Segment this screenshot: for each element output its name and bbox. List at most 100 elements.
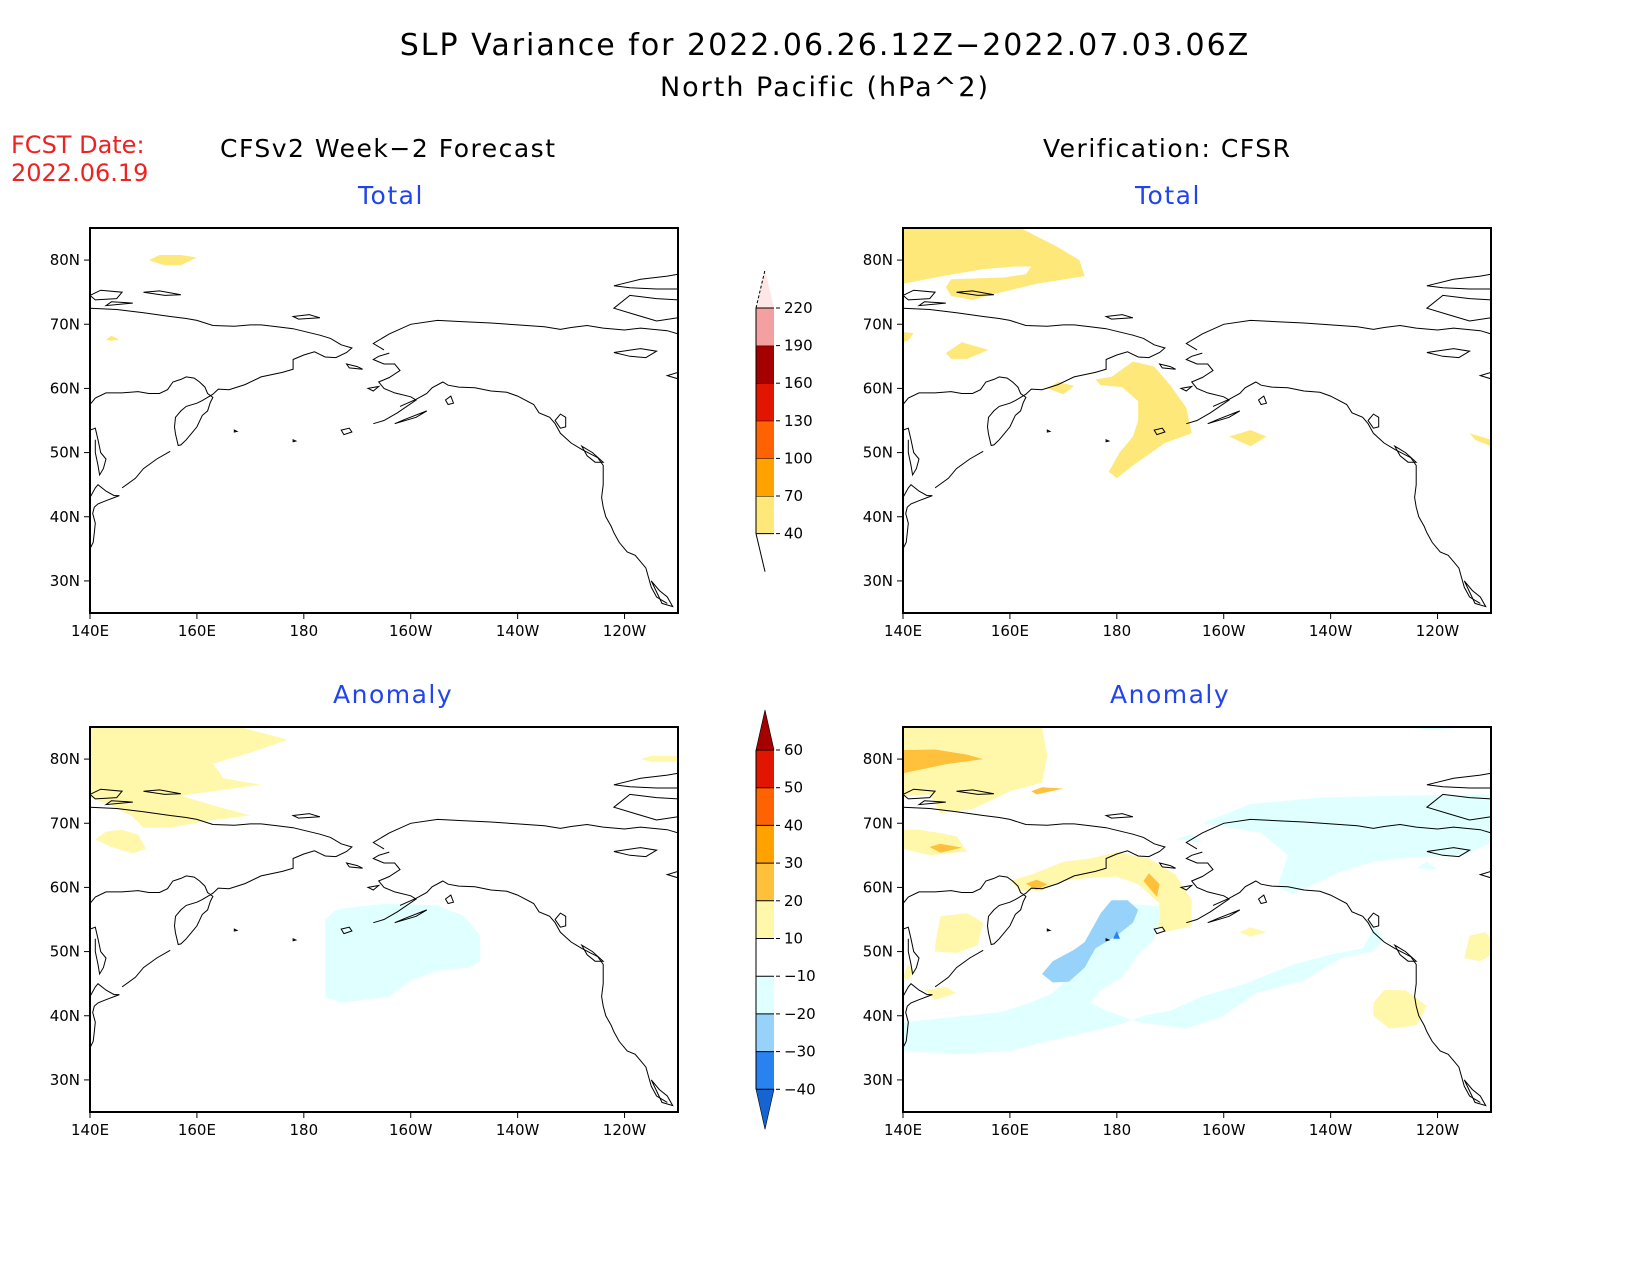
lon-tick-label: 140E <box>884 622 922 640</box>
variance-40-70 <box>1469 433 1491 447</box>
lon-tick-label: 140E <box>71 1121 109 1139</box>
island-outline <box>1426 772 1491 789</box>
island-outline <box>233 928 239 932</box>
lon-tick-label: 140W <box>496 622 540 640</box>
colorbar-box <box>756 420 774 459</box>
anomaly-20-30 <box>1031 787 1064 795</box>
colorbar-label: 160 <box>784 374 813 392</box>
lat-tick-label: 30N <box>863 1071 893 1089</box>
panel-subtitle: Total <box>358 181 424 210</box>
island-outline <box>1463 1079 1487 1107</box>
island-outline <box>1393 943 1418 962</box>
lat-tick-label: 80N <box>863 251 893 269</box>
island-outline <box>143 789 181 795</box>
colorbar-underflow-triangle <box>755 1088 775 1130</box>
anomaly-10-20 <box>903 727 1048 813</box>
anomaly-10-20 <box>640 755 678 762</box>
island-outline <box>613 348 659 359</box>
island-outline <box>444 894 455 905</box>
island-outline <box>956 290 994 296</box>
lon-tick-label: 140W <box>1309 1121 1353 1139</box>
colorbar-box <box>756 938 774 977</box>
anomaly-neg10-neg20 <box>1175 834 1203 843</box>
lat-tick-label: 30N <box>50 1071 80 1089</box>
colorbar-box <box>756 383 774 421</box>
island-outline <box>917 800 946 806</box>
coastline <box>90 926 107 976</box>
colorbar-label: 40 <box>784 525 803 543</box>
anomaly-10-20 <box>903 829 968 856</box>
colorbar-box <box>756 787 774 826</box>
island-outline <box>665 870 678 879</box>
fcst-date-value: 2022.06.19 <box>11 159 149 187</box>
coastline <box>1185 818 1491 850</box>
lat-tick-label: 30N <box>863 572 893 590</box>
map-panel-forecast-total: 140E 160E 180 160W 140W 120W 80N 70N 60N 50N 40N 30… <box>50 227 679 640</box>
colorbar-box <box>756 863 774 901</box>
lon-tick-label: 180 <box>289 1121 318 1139</box>
colorbar-box <box>756 1013 774 1052</box>
island-outline <box>1179 884 1194 891</box>
colorbar-label: 100 <box>784 449 813 467</box>
coastlines <box>903 273 1491 608</box>
island-outline <box>580 943 605 962</box>
coastline <box>90 427 107 477</box>
anomaly-10-20 <box>90 727 288 828</box>
colorbar-label: −30 <box>784 1043 816 1061</box>
island-outline <box>956 789 994 795</box>
coastline <box>90 307 353 447</box>
lon-tick-label: 120W <box>603 1121 647 1139</box>
anomaly-20-30 <box>929 843 962 853</box>
coastline <box>90 806 353 946</box>
coastline <box>1185 851 1231 924</box>
anomaly-10-20 <box>1464 932 1491 962</box>
map-panel-verification-total: 140E 160E 180 160W 140W 120W 80N 70N 60N 50N 40N 30… <box>863 227 1492 640</box>
anomaly-10-20 <box>1239 927 1267 937</box>
coastline <box>372 818 678 850</box>
island-outline <box>1425 793 1491 821</box>
island-outline <box>1393 444 1418 463</box>
island-outline <box>1257 894 1268 905</box>
colorbar-label: 50 <box>784 779 803 797</box>
island-outline <box>1207 909 1241 924</box>
colorbar-label: 60 <box>784 741 803 759</box>
colorbar-edge <box>755 533 766 572</box>
panel-subtitle: Total <box>1135 181 1201 210</box>
lon-tick-label: 180 <box>1102 622 1131 640</box>
coastline <box>903 806 1166 946</box>
lat-tick-label: 60N <box>50 379 80 397</box>
island-outline <box>366 385 381 392</box>
island-outline <box>1153 926 1166 935</box>
colorbar-box <box>756 976 774 1014</box>
island-outline <box>104 800 133 806</box>
lon-tick-label: 140W <box>1309 622 1353 640</box>
coastline <box>121 450 171 489</box>
island-outline <box>650 580 674 608</box>
verification-column-title: Verification: CFSR <box>1043 134 1292 163</box>
colorbar-edge <box>755 269 766 309</box>
anomaly-neg30-neg40 <box>1113 931 1120 939</box>
island-outline <box>665 371 678 380</box>
island-outline <box>1207 410 1241 425</box>
lat-tick-label: 70N <box>863 814 893 832</box>
variance-40-70 <box>903 228 1085 300</box>
lat-tick-label: 50N <box>863 444 893 462</box>
lat-tick-label: 50N <box>50 444 80 462</box>
colorbar-box <box>756 825 774 864</box>
colorbar-label: 130 <box>784 412 813 430</box>
island-outline <box>292 938 298 942</box>
lat-tick-label: 40N <box>50 508 80 526</box>
island-outline <box>1478 371 1491 380</box>
map-panel-verification-anomaly: 140E 160E 180 160W 140W 120W 80N 70N 60N 50N 40N 30… <box>863 726 1492 1139</box>
contour-fills <box>106 255 197 341</box>
main-subtitle: North Pacific (hPa^2) <box>659 72 991 103</box>
variance-40-70 <box>148 255 197 266</box>
forecast-column-title: CFSv2 Week−2 Forecast <box>220 134 557 163</box>
island-outline <box>1367 413 1380 429</box>
island-outline <box>917 301 946 307</box>
colorbar-label: 20 <box>784 892 803 910</box>
coastline <box>90 983 120 1049</box>
lat-tick-label: 80N <box>50 750 80 768</box>
island-outline <box>345 363 363 370</box>
island-outline <box>1426 847 1472 858</box>
